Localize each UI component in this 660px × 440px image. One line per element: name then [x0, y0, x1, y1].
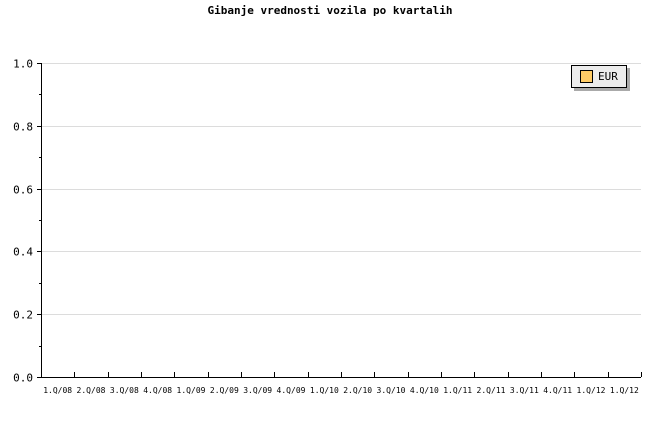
x-tick-label: 3.Q/11: [510, 386, 539, 395]
x-tick-label: 4.Q/09: [277, 386, 306, 395]
x-tick-label: 1.Q/09: [177, 386, 206, 395]
y-tick-label: 0.2: [13, 309, 33, 322]
x-tick-label: 1.Q/11: [443, 386, 472, 395]
x-tick-label: 1.Q/10: [310, 386, 339, 395]
y-tick-label: 0.0: [13, 372, 33, 385]
x-tick-label: 4.Q/08: [143, 386, 172, 395]
x-tick-label: 3.Q/08: [110, 386, 139, 395]
x-tick-label: 4.Q/11: [543, 386, 572, 395]
y-tick-label: 0.4: [13, 246, 33, 259]
x-tick-label: 4.Q/10: [410, 386, 439, 395]
legend-label: EUR: [598, 70, 618, 83]
x-tick-label: 3.Q/10: [377, 386, 406, 395]
x-tick-label: 2.Q/10: [343, 386, 372, 395]
x-tick-label: 2.Q/09: [210, 386, 239, 395]
x-tick-label: 1.Q/08: [43, 386, 72, 395]
x-tick-label: 1.Q/12: [577, 386, 606, 395]
legend-swatch: [580, 70, 593, 83]
y-tick-label: 0.8: [13, 121, 33, 134]
y-tick-label: 0.6: [13, 184, 33, 197]
legend: EUR: [571, 65, 627, 88]
chart-title: Gibanje vrednosti vozila po kvartalih: [207, 4, 453, 17]
y-tick-label: 1.0: [13, 58, 33, 71]
x-tick-label: 1.Q/12: [610, 386, 639, 395]
x-tick-label: 3.Q/09: [243, 386, 272, 395]
x-tick-label: 2.Q/08: [77, 386, 106, 395]
x-tick-label: 2.Q/11: [477, 386, 506, 395]
